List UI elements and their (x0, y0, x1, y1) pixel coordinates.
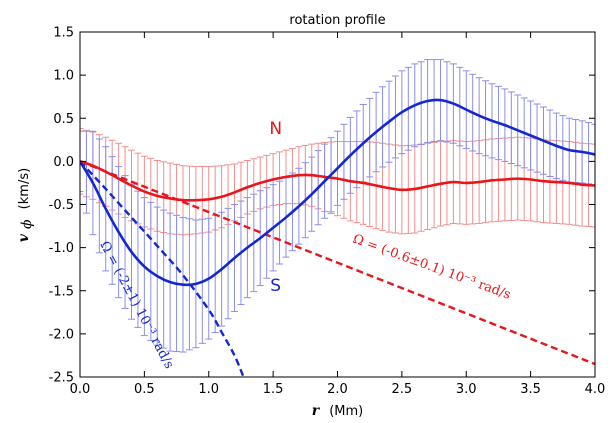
y-tick-label: -2.5 (49, 371, 74, 386)
fit-line-blue (80, 160, 245, 377)
y-tick-label: -1.5 (49, 284, 74, 299)
y-tick-label: -1.0 (49, 241, 74, 256)
series-annotations: NS (269, 119, 282, 296)
plot-area (80, 59, 595, 377)
x-tick-label: 4.0 (585, 382, 606, 397)
series-line-n (80, 160, 595, 202)
y-axis-unit: (km/s) (17, 168, 32, 210)
x-tick-label: 0.5 (134, 382, 155, 397)
x-tick-label: 1.0 (198, 382, 219, 397)
fit-labels: Ω = (-0.6±0.1) 10⁻³ rad/s Ω = (-2±1) 10⁻… (96, 232, 512, 372)
x-tick-label: 3.5 (520, 382, 541, 397)
x-axis-ticks: 0.0 0.5 1.0 1.5 2.0 2.5 3.0 3.5 4.0 (70, 32, 606, 397)
x-tick-label: 1.5 (263, 382, 284, 397)
x-axis-unit: (Mm) (329, 404, 363, 419)
y-tick-label: 1.5 (53, 26, 74, 41)
y-tick-label: 0.0 (53, 155, 74, 170)
svg-text:r (Mm): r (Mm) (312, 400, 364, 419)
y-tick-label: -0.5 (49, 198, 74, 213)
x-tick-label: 3.0 (456, 382, 477, 397)
y-axis-subscript: ϕ (19, 219, 35, 229)
x-tick-label: 2.0 (327, 382, 348, 397)
x-tick-label: 2.5 (392, 382, 413, 397)
x-tick-label: 0.0 (70, 382, 91, 397)
y-axis-title: v ϕ (km/s) (13, 168, 35, 242)
y-tick-label: -2.0 (49, 327, 74, 342)
x-axis-title: r (Mm) (312, 400, 364, 419)
fit-lines (80, 160, 595, 377)
series-lines (80, 98, 595, 287)
annotation-s: S (270, 276, 281, 296)
fit-line-red (80, 160, 595, 366)
y-tick-label: 0.5 (53, 112, 74, 127)
annotation-n: N (269, 119, 282, 139)
series-line-s (80, 98, 595, 287)
y-axis-label: v (16, 233, 32, 242)
y-tick-label: 1.0 (53, 69, 74, 84)
chart-title: rotation profile (289, 13, 385, 28)
fit-label-red: Ω = (-0.6±0.1) 10⁻³ rad/s (351, 232, 513, 303)
x-axis-label: r (312, 403, 321, 419)
errorbars-series-s (80, 59, 595, 353)
y-axis-ticks: 1.5 1.0 0.5 0.0 -0.5 -1.0 -1.5 -2.0 -2.5 (49, 26, 595, 386)
svg-text:v ϕ (km/s): v ϕ (km/s) (13, 168, 35, 242)
